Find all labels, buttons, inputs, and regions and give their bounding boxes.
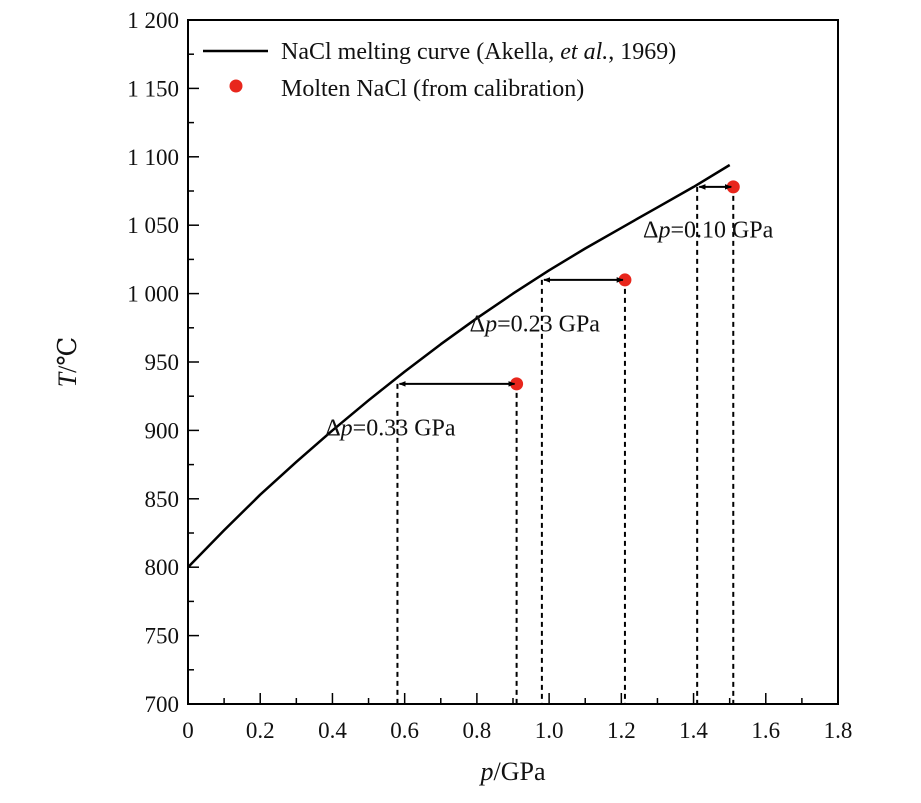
x-tick-label: 1.4 — [679, 718, 708, 743]
legend-marker-swatch — [229, 79, 243, 93]
molten-nacl-point — [510, 377, 524, 391]
molten-nacl-point — [618, 273, 632, 287]
y-tick-label: 1 000 — [127, 282, 179, 307]
delta-p-label: Δp=0.23 GPa — [470, 312, 601, 338]
y-tick-label: 1 100 — [127, 145, 179, 170]
y-tick-label: 1 150 — [127, 76, 179, 101]
melting-curve-line — [187, 163, 731, 569]
x-tick-label: 0.2 — [246, 718, 275, 743]
legend-label-melting-curve: NaCl melting curve (Akella, et al., 1969… — [281, 39, 676, 65]
x-tick-label: 0.4 — [318, 718, 347, 743]
series-layer — [187, 163, 740, 569]
y-tick-label: 700 — [145, 692, 180, 717]
y-tick-label: 800 — [145, 555, 180, 580]
plot-border — [187, 19, 839, 705]
x-tick-label: 0 — [182, 718, 194, 743]
y-tick-label: 900 — [145, 418, 180, 443]
plot-frame — [187, 19, 839, 705]
x-tick-label: 1.8 — [824, 718, 853, 743]
x-tick-label: 1.0 — [535, 718, 564, 743]
x-tick-label: 1.6 — [751, 718, 780, 743]
dashed-guides — [396, 186, 735, 704]
x-tick-label: 0.8 — [463, 718, 492, 743]
delta-p-label: Δp=0.10 GPa — [643, 217, 774, 243]
y-axis: 700 750 800 850 900 950 1 000 1 050 1 100 1 150 1 … — [127, 8, 199, 717]
x-axis: 0 0.2 0.4 0.6 0.8 1.0 1.2 1.4 1.6 1.8 — [182, 693, 852, 743]
y-tick-label: 950 — [145, 350, 180, 375]
y-tick-label: 750 — [145, 624, 180, 649]
legend-label-molten: Molten NaCl (from calibration) — [281, 76, 584, 102]
x-tick-label: 1.2 — [607, 718, 636, 743]
y-tick-label: 850 — [145, 487, 180, 512]
x-axis-title: p/GPa — [479, 757, 546, 786]
molten-nacl-point — [726, 180, 740, 194]
legend: NaCl melting curve (Akella, et al., 1969… — [203, 39, 676, 102]
delta-p-label: Δp=0.33 GPa — [325, 416, 456, 442]
y-tick-label: 1 200 — [127, 8, 179, 33]
annotations: Δp=0.33 GPa Δp=0.23 GPa Δp=0.10 GPa — [325, 184, 774, 442]
x-tick-label: 0.6 — [390, 718, 419, 743]
y-tick-label: 1 050 — [127, 213, 179, 238]
y-axis-title: T/℃ — [53, 337, 82, 388]
